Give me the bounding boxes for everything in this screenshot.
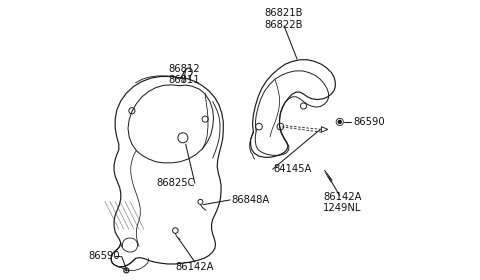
Text: 86848A: 86848A	[231, 195, 269, 205]
Circle shape	[125, 269, 128, 272]
Text: 86142A: 86142A	[176, 262, 214, 272]
Text: 86590: 86590	[354, 117, 385, 127]
Text: 86825C: 86825C	[156, 178, 195, 188]
Text: 84145A: 84145A	[273, 164, 311, 174]
Circle shape	[337, 120, 342, 124]
Text: 86142A
1249NL: 86142A 1249NL	[323, 192, 362, 213]
Text: 86590: 86590	[88, 251, 120, 262]
Text: 86812
86811: 86812 86811	[168, 64, 200, 85]
Text: 86821B
86822B: 86821B 86822B	[265, 8, 303, 30]
